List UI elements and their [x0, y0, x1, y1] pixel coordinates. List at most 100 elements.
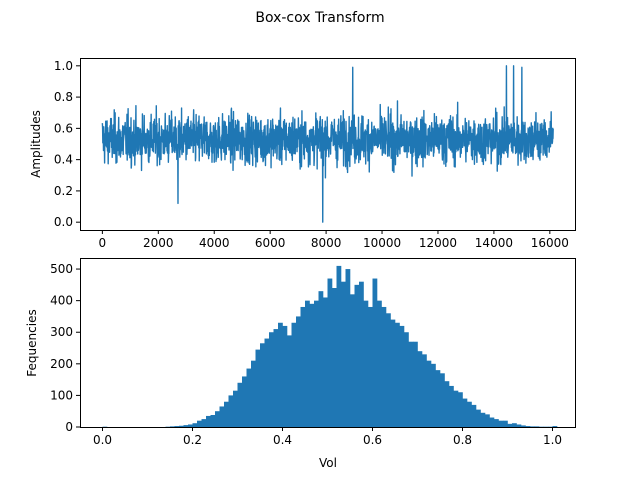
histogram-bar	[179, 425, 184, 427]
top-axes-frame	[80, 58, 576, 231]
histogram-bar	[255, 349, 261, 427]
bottom-y-tick-label: 100	[50, 388, 73, 402]
top-y-tick-label: 0.8	[54, 90, 73, 104]
histogram-bar	[341, 281, 346, 427]
histogram-bar	[305, 300, 310, 427]
top-y-tick-label: 0.0	[54, 215, 73, 229]
histogram-bar	[476, 409, 481, 427]
bottom-y-tick-label: 200	[50, 357, 73, 371]
histogram-bar	[408, 341, 414, 427]
histogram-bar	[426, 360, 432, 427]
bottom-x-tick-label: 0.8	[453, 433, 472, 447]
histogram-bar	[215, 411, 220, 427]
bottom-x-tick-label: 1.0	[543, 433, 562, 447]
top-x-tick-label: 14000	[475, 236, 513, 250]
volume-histogram: 0.0 0.2 0.4 0.6 0.8 1.0 0 100 200 300 400 500 Fequ…	[25, 258, 576, 470]
bottom-axes-frame	[80, 258, 576, 428]
histogram-bar	[386, 313, 391, 427]
histogram-bar	[269, 332, 274, 427]
amplitude-series	[101, 65, 554, 223]
histogram-bar	[282, 325, 288, 427]
histogram-bar	[390, 319, 396, 427]
histogram-bar	[296, 316, 301, 427]
histogram-bar	[507, 423, 513, 427]
amplitude-line-chart: 0 2000 4000 6000 8000 10000 12000 14000 16000 0.…	[29, 58, 576, 250]
histogram-bar	[237, 382, 243, 427]
bottom-y-tick-label: 400	[50, 294, 73, 308]
histogram-bar	[206, 415, 211, 427]
top-y-tick-label: 1.0	[54, 59, 73, 73]
histogram-bar	[485, 414, 490, 427]
histogram-bar	[395, 322, 400, 427]
histogram-bar	[332, 288, 337, 427]
histogram-bar	[521, 425, 526, 427]
histogram-bar	[516, 424, 522, 427]
histogram-bar	[440, 373, 445, 427]
histogram-bar	[309, 303, 315, 427]
histogram-bar	[431, 363, 436, 427]
top-y-axis: 0.0 0.2 0.4 0.6 0.8 1.0	[54, 59, 80, 229]
histogram-bar	[489, 417, 495, 427]
histogram-bar	[219, 406, 225, 427]
histogram-bar	[462, 398, 468, 427]
histogram-bar	[359, 281, 364, 427]
histogram-bar	[417, 351, 423, 427]
histogram-bar	[422, 354, 427, 427]
histogram-bar	[480, 412, 486, 427]
bottom-x-axis: 0.0 0.2 0.4 0.6 0.8 1.0	[93, 427, 562, 447]
histogram-bar	[174, 426, 180, 427]
histogram-bar	[287, 335, 292, 427]
histogram-bar	[228, 395, 234, 427]
top-x-tick-label: 12000	[419, 236, 457, 250]
histogram-bar	[170, 426, 175, 427]
top-x-tick-label: 6000	[255, 236, 286, 250]
histogram-bar	[444, 381, 450, 427]
histogram-bar	[530, 426, 535, 427]
figure-title: Box-cox Transform	[255, 10, 384, 26]
bottom-y-tick-label: 500	[50, 262, 73, 276]
histogram-bar	[336, 265, 342, 427]
histogram-bar	[363, 300, 369, 427]
histogram-bar	[233, 390, 238, 427]
bottom-y-tick-label: 300	[50, 325, 73, 339]
top-x-tick-label: 10000	[363, 236, 401, 250]
histogram-bar	[201, 419, 207, 427]
histogram-bar	[278, 322, 283, 427]
bottom-x-axis-label: Vol	[319, 456, 337, 470]
bottom-y-tick-label: 0	[65, 420, 73, 434]
bottom-x-tick-label: 0.4	[273, 433, 292, 447]
histogram-bars	[102, 265, 558, 427]
histogram-bar	[435, 370, 441, 427]
top-x-tick-label: 0	[99, 236, 107, 250]
histogram-bar	[458, 392, 463, 427]
histogram-bar	[291, 322, 297, 427]
histogram-bar	[210, 414, 216, 427]
histogram-bar	[525, 426, 531, 427]
bottom-x-tick-label: 0.6	[363, 433, 382, 447]
top-y-tick-label: 0.4	[54, 153, 73, 167]
top-x-tick-label: 4000	[199, 236, 230, 250]
histogram-bar	[224, 401, 229, 427]
histogram-bar	[494, 419, 499, 427]
bottom-x-tick-label: 0.0	[93, 433, 112, 447]
histogram-bar	[197, 420, 202, 427]
histogram-bar	[192, 423, 198, 427]
histogram-bar	[512, 423, 517, 427]
histogram-bar	[251, 360, 256, 427]
histogram-bar	[242, 376, 247, 427]
histogram-bar	[413, 341, 418, 427]
bottom-y-axis-label: Fequencies	[25, 309, 39, 376]
top-x-tick-label: 8000	[311, 236, 342, 250]
histogram-bar	[183, 425, 189, 427]
histogram-bar	[449, 385, 454, 427]
histogram-bar	[503, 420, 508, 427]
histogram-bar	[368, 306, 373, 427]
bottom-y-axis: 0 100 200 300 400 500	[50, 262, 80, 434]
histogram-bar	[314, 300, 319, 427]
top-x-tick-label: 16000	[531, 236, 569, 250]
histogram-bar	[345, 269, 351, 427]
top-x-tick-label: 2000	[143, 236, 174, 250]
histogram-bar	[467, 401, 472, 427]
histogram-bar	[318, 291, 324, 427]
